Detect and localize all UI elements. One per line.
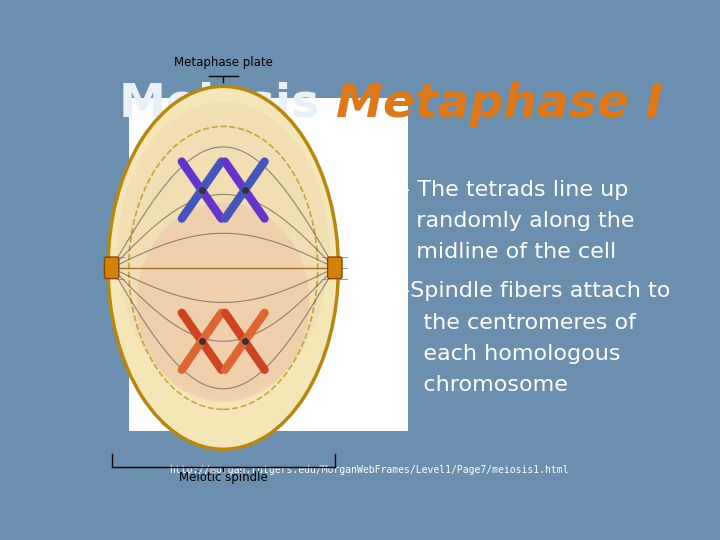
Text: chromosome: chromosome (402, 375, 568, 395)
Ellipse shape (108, 86, 338, 449)
Text: -Spindle fibers attach to: -Spindle fibers attach to (402, 281, 671, 301)
Ellipse shape (137, 202, 310, 402)
Text: http://morgan.rutgers.edu/MorganWebFrames/Level1/Page7/meiosis1.html: http://morgan.rutgers.edu/MorganWebFrame… (169, 465, 569, 475)
Ellipse shape (117, 102, 329, 400)
Text: Meiosis: Meiosis (119, 82, 336, 127)
Text: randomly along the: randomly along the (402, 211, 635, 231)
Text: - The tetrads line up: - The tetrads line up (402, 179, 629, 200)
FancyBboxPatch shape (104, 257, 119, 279)
FancyBboxPatch shape (328, 257, 342, 279)
Text: Metaphase I: Metaphase I (336, 82, 662, 127)
Text: each homologous: each homologous (402, 344, 621, 364)
Bar (129, 98, 408, 431)
Text: midline of the cell: midline of the cell (402, 242, 617, 262)
Text: the centromeres of: the centromeres of (402, 313, 636, 333)
Text: Meiotic spindle: Meiotic spindle (179, 471, 268, 484)
Text: Metaphase plate: Metaphase plate (174, 56, 273, 69)
